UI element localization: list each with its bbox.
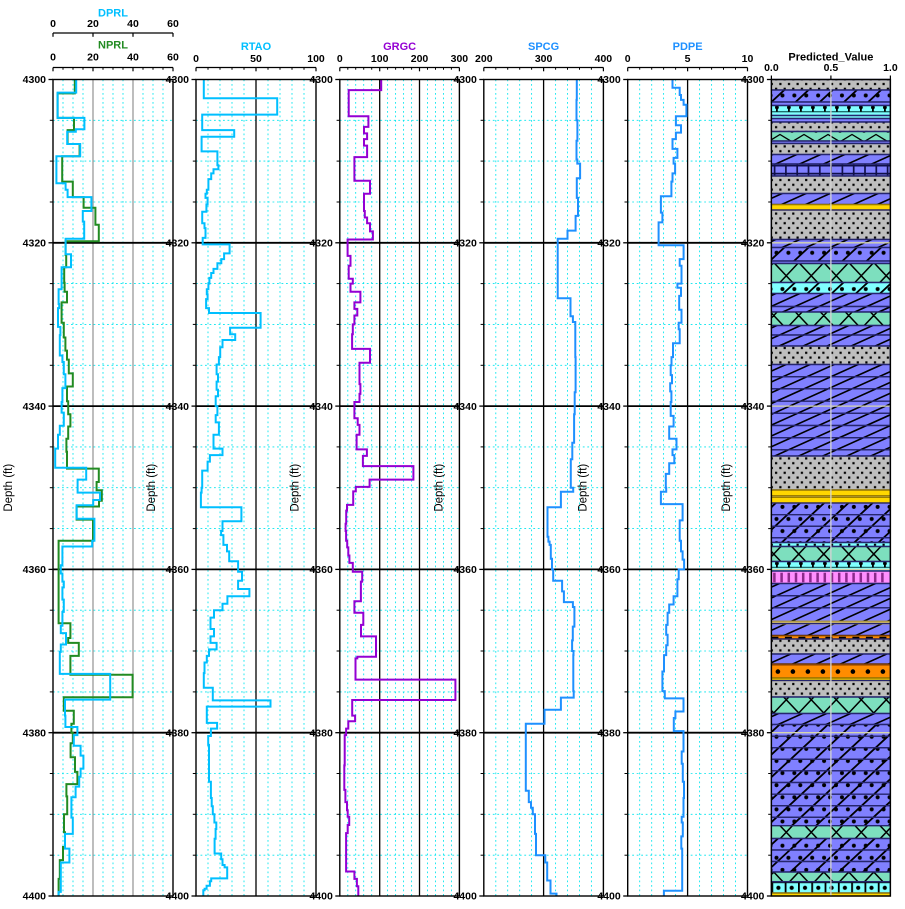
svg-text:200: 200 [475, 53, 493, 65]
svg-text:0: 0 [50, 52, 56, 64]
svg-text:4320: 4320 [597, 238, 621, 250]
svg-text:4380: 4380 [453, 727, 477, 739]
svg-text:300: 300 [451, 53, 469, 65]
svg-text:50: 50 [250, 53, 262, 65]
svg-text:40: 40 [127, 52, 139, 64]
svg-text:0: 0 [193, 53, 199, 65]
svg-text:4320: 4320 [741, 238, 765, 250]
svg-text:4360: 4360 [309, 564, 333, 576]
svg-text:4340: 4340 [23, 401, 47, 413]
svg-text:Depth (ft): Depth (ft) [146, 464, 158, 512]
svg-text:DPRL: DPRL [98, 8, 128, 20]
svg-text:PDPE: PDPE [673, 41, 703, 53]
svg-text:5: 5 [685, 53, 691, 65]
svg-text:Depth (ft): Depth (ft) [578, 464, 590, 512]
svg-text:4320: 4320 [23, 238, 47, 250]
svg-text:4340: 4340 [597, 401, 621, 413]
svg-text:4300: 4300 [453, 74, 477, 86]
svg-text:0: 0 [337, 53, 343, 65]
svg-text:4300: 4300 [166, 74, 190, 86]
svg-text:Depth (ft): Depth (ft) [290, 464, 302, 512]
svg-text:4300: 4300 [309, 74, 333, 86]
svg-text:4360: 4360 [166, 564, 190, 576]
svg-text:Depth (ft): Depth (ft) [721, 464, 733, 512]
svg-text:4300: 4300 [597, 74, 621, 86]
svg-text:4340: 4340 [309, 401, 333, 413]
svg-text:Depth (ft): Depth (ft) [434, 464, 446, 512]
svg-text:4320: 4320 [309, 238, 333, 250]
svg-text:4340: 4340 [453, 401, 477, 413]
svg-text:4400: 4400 [453, 891, 477, 903]
svg-text:4400: 4400 [166, 891, 190, 903]
svg-text:4320: 4320 [166, 238, 190, 250]
svg-text:4360: 4360 [741, 564, 765, 576]
svg-text:RTAO: RTAO [241, 41, 272, 53]
svg-text:4340: 4340 [741, 401, 765, 413]
svg-text:GRGC: GRGC [383, 41, 416, 53]
svg-text:4400: 4400 [23, 891, 47, 903]
svg-text:4300: 4300 [23, 74, 47, 86]
svg-text:NPRL: NPRL [98, 40, 128, 52]
svg-text:20: 20 [87, 52, 99, 64]
svg-text:4400: 4400 [741, 891, 765, 903]
svg-text:0.5: 0.5 [824, 62, 839, 74]
svg-text:1.0: 1.0 [883, 62, 898, 74]
svg-text:20: 20 [87, 18, 99, 30]
svg-text:4380: 4380 [166, 727, 190, 739]
svg-text:4360: 4360 [597, 564, 621, 576]
svg-text:4340: 4340 [166, 401, 190, 413]
svg-text:40: 40 [127, 18, 139, 30]
svg-text:4380: 4380 [309, 727, 333, 739]
svg-text:200: 200 [411, 53, 429, 65]
svg-text:4380: 4380 [741, 727, 765, 739]
svg-text:400: 400 [595, 53, 613, 65]
svg-text:4300: 4300 [741, 74, 765, 86]
svg-text:4380: 4380 [597, 727, 621, 739]
svg-text:0: 0 [50, 18, 56, 30]
svg-text:4400: 4400 [309, 891, 333, 903]
svg-text:100: 100 [307, 53, 325, 65]
svg-text:SPCG: SPCG [528, 41, 559, 53]
svg-text:4400: 4400 [597, 891, 621, 903]
svg-text:Predicted_Value: Predicted_Value [788, 52, 873, 64]
svg-text:4360: 4360 [453, 564, 477, 576]
svg-text:60: 60 [167, 52, 179, 64]
svg-text:Depth (ft): Depth (ft) [3, 464, 15, 512]
svg-text:4360: 4360 [23, 564, 47, 576]
svg-text:100: 100 [371, 53, 389, 65]
svg-text:4380: 4380 [23, 727, 47, 739]
svg-text:0.0: 0.0 [764, 62, 779, 74]
svg-text:4320: 4320 [453, 238, 477, 250]
svg-text:60: 60 [167, 18, 179, 30]
svg-text:10: 10 [742, 53, 754, 65]
svg-text:300: 300 [535, 53, 553, 65]
svg-text:0: 0 [625, 53, 631, 65]
